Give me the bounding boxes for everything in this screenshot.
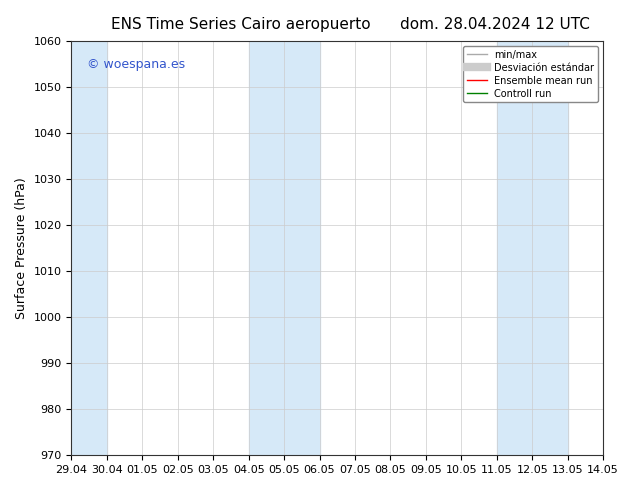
Bar — [497, 41, 567, 455]
Text: © woespana.es: © woespana.es — [87, 58, 186, 71]
Bar — [249, 41, 320, 455]
Legend: min/max, Desviación estándar, Ensemble mean run, Controll run: min/max, Desviación estándar, Ensemble m… — [463, 46, 598, 102]
Text: dom. 28.04.2024 12 UTC: dom. 28.04.2024 12 UTC — [399, 17, 590, 32]
Bar — [72, 41, 107, 455]
Y-axis label: Surface Pressure (hPa): Surface Pressure (hPa) — [15, 177, 28, 319]
Text: ENS Time Series Cairo aeropuerto: ENS Time Series Cairo aeropuerto — [111, 17, 371, 32]
